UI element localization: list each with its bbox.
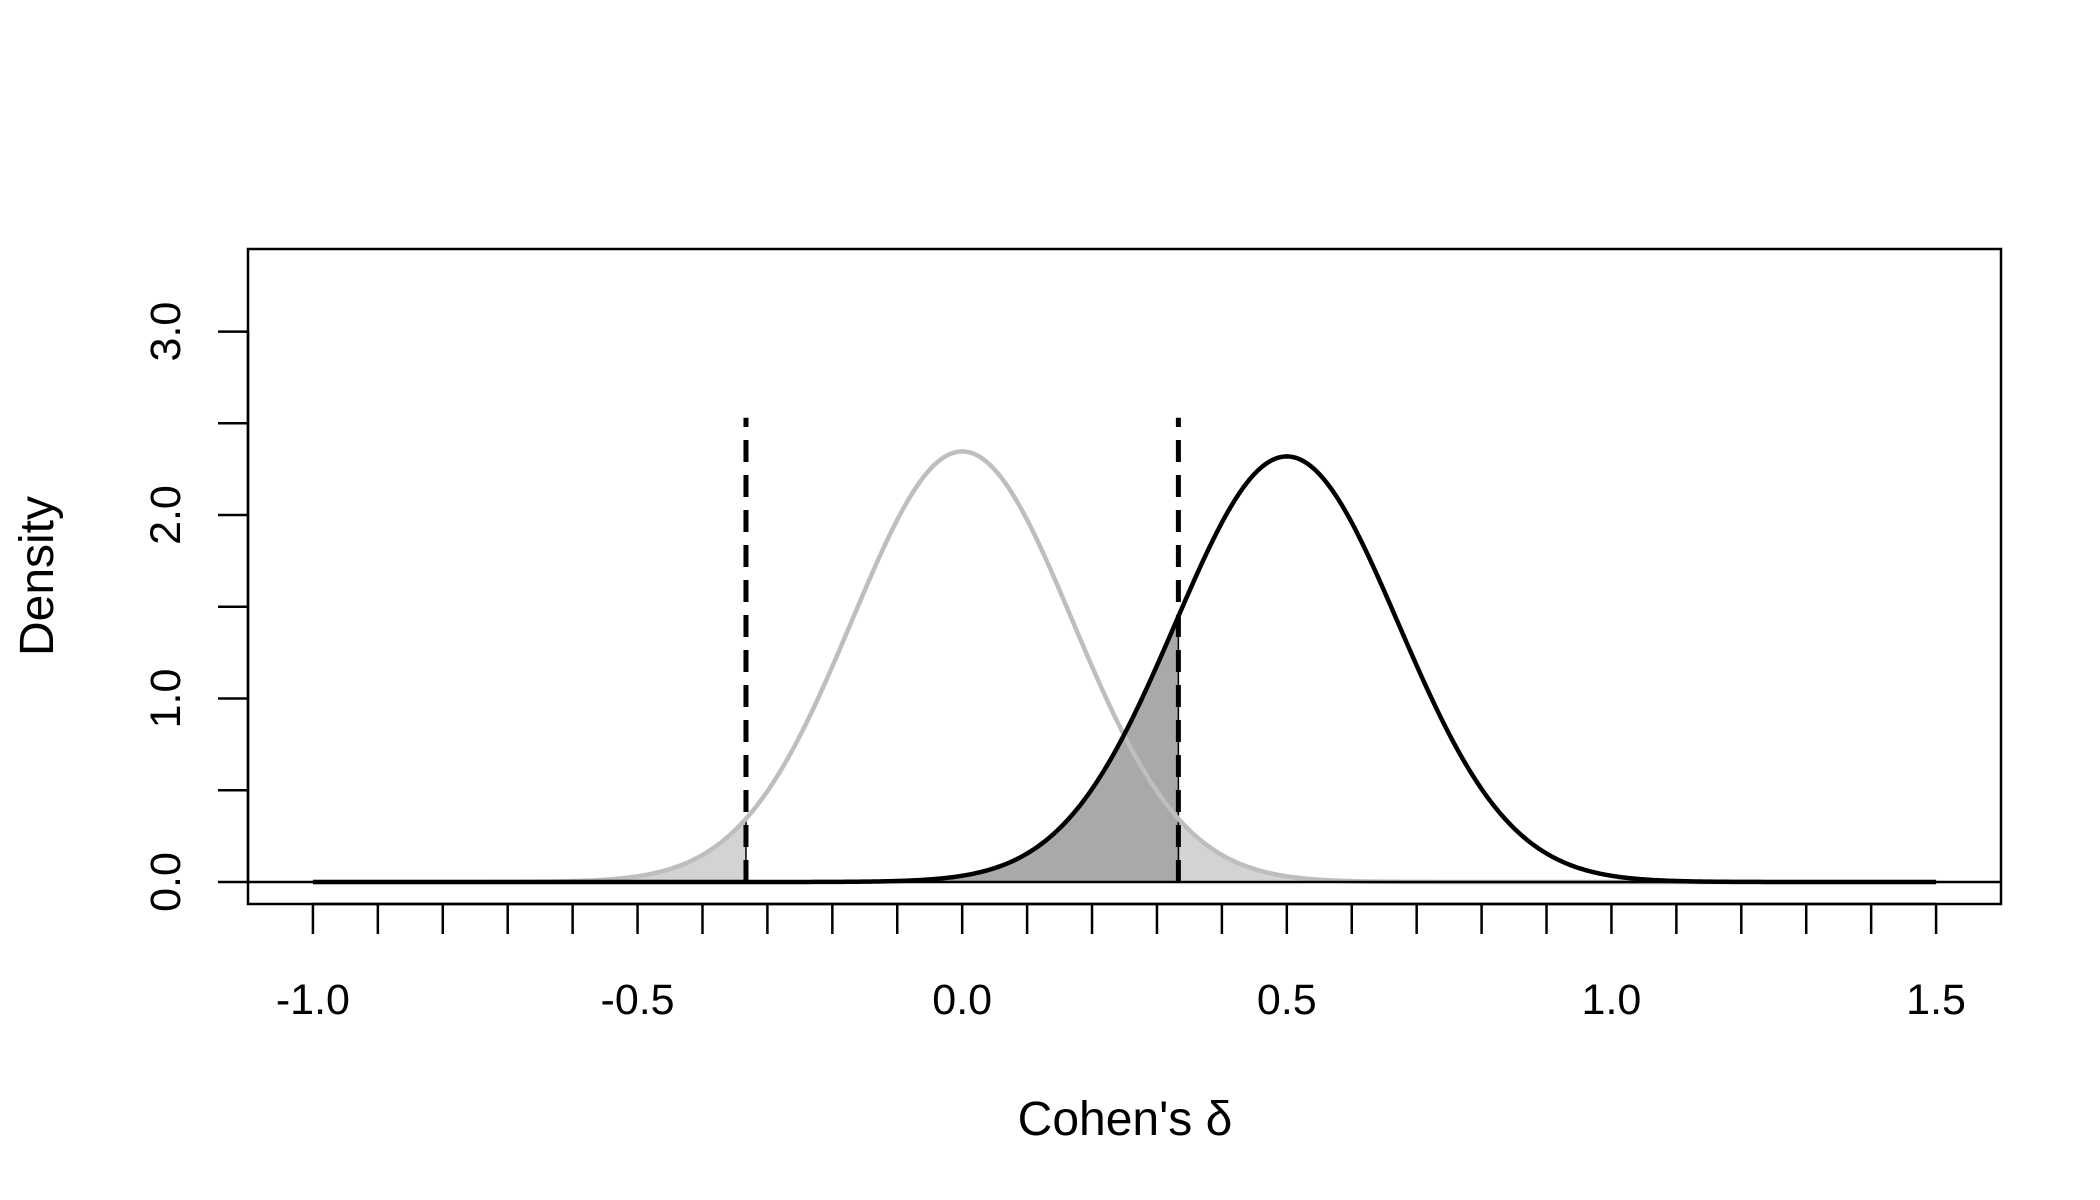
x-axis-title: Cohen's δ <box>1018 1093 1233 1146</box>
y-axis: 0.0 1.0 2.0 3.0 <box>142 302 250 912</box>
y-tick-label: 3.0 <box>142 302 190 362</box>
x-tick-label: 1.0 <box>1582 976 1642 1024</box>
shaded-region-alpha-left <box>312 816 747 883</box>
shaded-regions <box>312 616 1937 883</box>
y-axis-title: Density <box>11 496 64 656</box>
shaded-region-alpha-right <box>1177 816 1937 883</box>
y-tick-label: 2.0 <box>142 485 190 545</box>
x-tick-label: -1.0 <box>276 976 350 1024</box>
x-tick-label: -0.5 <box>601 976 675 1024</box>
x-axis: -1.0 -0.5 0.0 0.5 1.0 1.5 <box>276 902 1966 1024</box>
x-tick-label: 0.5 <box>1257 976 1317 1024</box>
y-tick-label: 0.0 <box>142 852 190 912</box>
x-tick-label: 1.5 <box>1906 976 1966 1024</box>
x-tick-label: 0.0 <box>932 976 992 1024</box>
reference-lines <box>248 417 2001 884</box>
y-tick-label: 1.0 <box>142 669 190 729</box>
